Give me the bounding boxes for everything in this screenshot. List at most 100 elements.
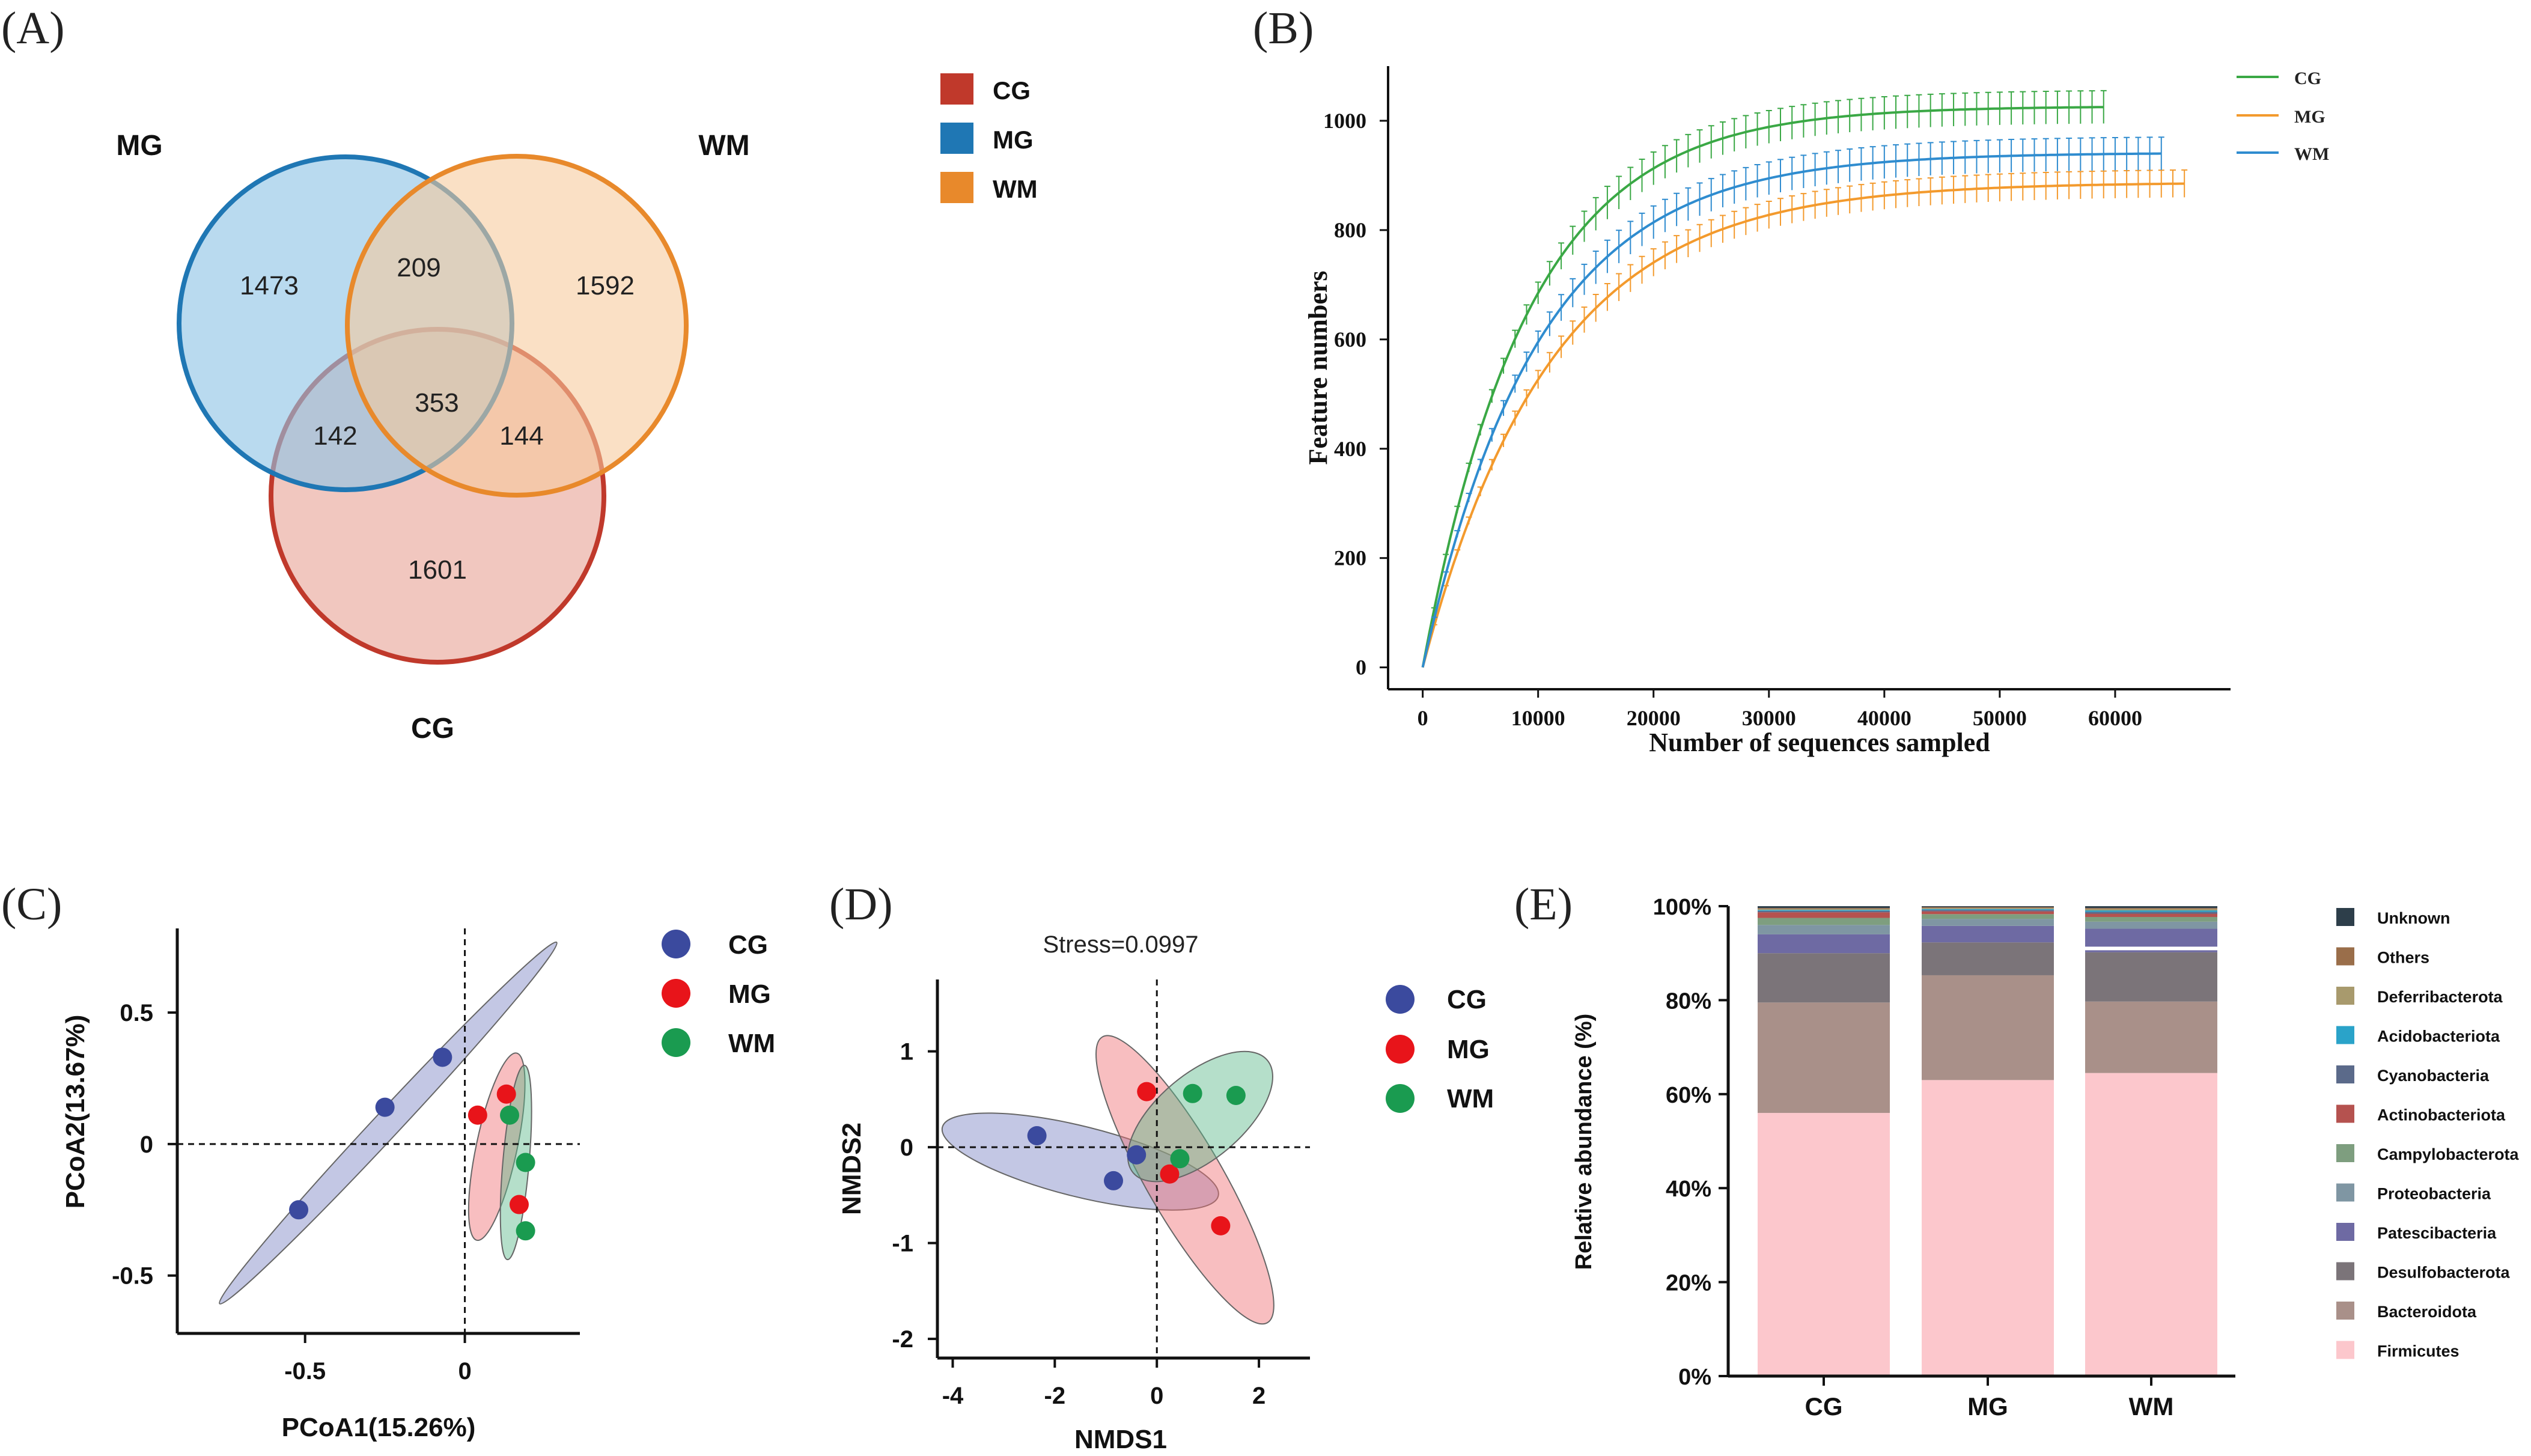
rarefaction-legend-label-mg: MG [2294, 107, 2325, 127]
rarefaction-errorbar-wm [2020, 138, 2026, 172]
rarefaction-errorbar-mg [1916, 178, 1922, 207]
rarefaction-errorbar-cg [1800, 104, 1807, 138]
rarefaction-errorbar-wm [2135, 136, 2142, 171]
rarefaction-errorbar-mg [1881, 181, 1887, 210]
rarefaction-errorbar-wm [1973, 139, 1980, 174]
panel-c-pcoa: (C) -0.5 0 -0.5 0 0.5 PCoA1(15.26%) PCoA2(13… [1, 879, 775, 1442]
rarefaction-errorbar-mg [1869, 182, 1876, 211]
rarefaction-errorbar-wm [1847, 148, 1853, 182]
rarefaction-errorbar-cg [1604, 186, 1610, 219]
abundance-bar-segment-acidobacteriota [2085, 910, 2217, 912]
rarefaction-errorbar-wm [1674, 192, 1680, 227]
rarefaction-errorbar-cg [1985, 91, 1991, 126]
rarefaction-errorbar-cg [1639, 159, 1645, 192]
nmds-legend-dot-cg [1386, 985, 1415, 1014]
rarefaction-errorbar-wm [1939, 141, 1945, 175]
rarefaction-errorbar-mg [1731, 210, 1738, 239]
rarefaction-x-tick-label: 50000 [1973, 706, 2027, 730]
abundance-bar-segment-cyanobacteria [1758, 910, 1890, 913]
rarefaction-errorbar-cg [2066, 90, 2073, 124]
rarefaction-errorbar-cg [1743, 115, 1749, 149]
pcoa-plot: -0.5 0 -0.5 0 0.5 [112, 928, 580, 1384]
abundance-bar-segment-desulfobacterota [1922, 942, 2054, 975]
rarefaction-errorbar-mg [1858, 184, 1865, 212]
rarefaction-errorbar-cg [1512, 329, 1518, 348]
rarefaction-line-mg [1421, 182, 2185, 668]
rarefaction-errorbar-mg [1488, 458, 1495, 471]
rarefaction-errorbar-wm [1731, 170, 1738, 204]
rarefaction-errorbar-cg [1708, 125, 1714, 159]
rarefaction-errorbar-mg [2077, 171, 2084, 199]
rarefaction-errorbar-mg [1581, 306, 1588, 333]
abundance-bar-segment-cyanobacteria [1922, 910, 2054, 912]
venn-legend-label-mg: MG [993, 126, 1034, 154]
rarefaction-errorbar-wm [1800, 154, 1807, 188]
nmds-x-tick-label: -4 [942, 1383, 964, 1409]
abundance-bar-segment-actinobacteriota [1758, 912, 1890, 918]
nmds-point-wm [1226, 1085, 1246, 1105]
rarefaction-errorbar-mg [1893, 180, 1899, 209]
pcoa-x-label: PCoA1(15.26%) [282, 1413, 476, 1442]
abundance-legend-label-deferribacterota: Deferribacterota [2377, 988, 2503, 1006]
rarefaction-plot: 0 10000 20000 30000 40000 50000 60000 0 200 400 60… [1323, 90, 2188, 730]
rarefaction-errorbar-cg [1696, 129, 1703, 163]
nmds-point-mg [1211, 1216, 1231, 1235]
rarefaction-errorbar-wm [2008, 139, 2015, 172]
rarefaction-errorbar-mg [2169, 169, 2176, 198]
abundance-bar-segment-proteobacteria [2085, 921, 2217, 929]
rarefaction-errorbar-wm [1985, 139, 1991, 173]
rarefaction-errorbar-cg [1719, 121, 1726, 155]
nmds-ellipse-cg [941, 1112, 1219, 1211]
rarefaction-errorbar-cg [1546, 261, 1553, 286]
rarefaction-errorbar-wm [1996, 139, 2003, 173]
rarefaction-errorbar-wm [1869, 146, 1876, 180]
rarefaction-errorbar-cg [1454, 505, 1461, 513]
abundance-legend-swatch-campylobacterota [2336, 1144, 2354, 1162]
abundance-legend-swatch-actinobacteriota [2336, 1104, 2354, 1123]
abundance-bar-segment-bacteroidota [2085, 1001, 2217, 1073]
venn-legend: CG MG WM [940, 73, 1038, 203]
rarefaction-errorbar-wm [1708, 178, 1714, 212]
abundance-bar-segment-firmicutes [2085, 1073, 2217, 1376]
abundance-bar-segment-proteobacteria [1922, 919, 2054, 926]
rarefaction-errorbar-cg [1581, 210, 1588, 242]
venn-set-label-wm: WM [698, 130, 749, 162]
nmds-ellipse-wm [1127, 1050, 1273, 1183]
rarefaction-errorbar-cg [1661, 145, 1668, 178]
rarefaction-errorbar-mg [1847, 185, 1853, 214]
pcoa-legend-dot-mg [662, 979, 690, 1008]
pcoa-y-label: PCoA2(13.67%) [61, 1015, 90, 1209]
pcoa-legend-dot-cg [662, 930, 690, 958]
rarefaction-errorbar-wm [1558, 294, 1565, 321]
abundance-y-tick-label: 100% [1653, 895, 1711, 920]
nmds-plot: -4 -2 0 2 -2 -1 0 1 [892, 979, 1310, 1409]
rarefaction-errorbar-wm [1616, 230, 1622, 263]
panel-d-nmds: (D) Stress=0.0997 -4 -2 0 2 -2 -1 0 1 NMDS1 NMD… [829, 879, 1494, 1454]
rarefaction-errorbar-mg [1927, 177, 1934, 206]
abundance-bar-segment-campylobacterota [2085, 916, 2217, 922]
venn-legend-swatch-mg [940, 123, 973, 154]
rarefaction-errorbar-mg [1754, 204, 1761, 232]
rarefaction-errorbar-mg [2112, 170, 2118, 198]
rarefaction-errorbar-wm [2054, 138, 2060, 171]
rarefaction-errorbar-wm [1661, 198, 1668, 233]
abundance-bar-segment-deferribacterota [1922, 908, 2054, 909]
rarefaction-errorbar-cg [1858, 97, 1865, 132]
rarefaction-errorbar-cg [1962, 92, 1969, 126]
abundance-legend: Unknown Others Deferribacterota Acidobacter… [2336, 908, 2520, 1360]
rarefaction-errorbar-wm [1639, 212, 1645, 246]
rarefaction-legend-label-cg: CG [2294, 69, 2321, 88]
rarefaction-errorbar-wm [1650, 205, 1657, 239]
rarefaction-errorbar-mg [1639, 255, 1645, 284]
venn-set-label-cg: CG [411, 713, 454, 745]
rarefaction-errorbar-wm [1546, 311, 1553, 337]
rarefaction-errorbar-cg [1951, 93, 1957, 127]
rarefaction-errorbar-cg [2100, 90, 2107, 124]
rarefaction-errorbar-wm [1535, 330, 1541, 353]
rarefaction-errorbar-wm [1466, 492, 1472, 502]
rarefaction-errorbar-mg [2100, 170, 2107, 199]
rarefaction-errorbar-mg [1500, 433, 1507, 447]
rarefaction-errorbar-mg [1616, 273, 1622, 301]
venn-count-wm-only: 1592 [576, 271, 635, 300]
rarefaction-errorbar-mg [1477, 486, 1484, 496]
